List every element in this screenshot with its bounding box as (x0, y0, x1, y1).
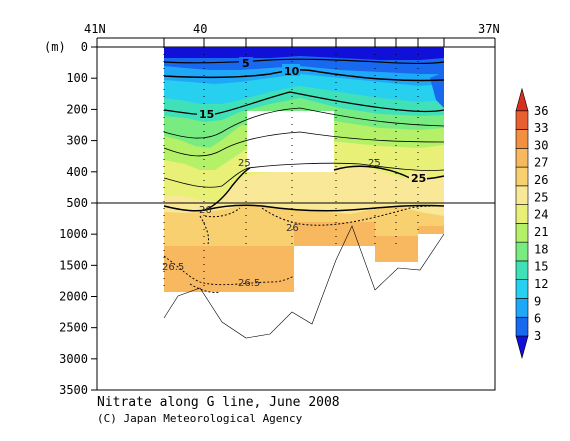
contour-labels: 5 10 15 25 25 25 26 26 26.5 26.5 (162, 57, 427, 289)
deep-block-3 (375, 236, 418, 262)
contour-22 (163, 131, 445, 157)
colorbar-min-arrow (515, 335, 529, 360)
colorbar-tick-label: 3 (534, 329, 541, 343)
y-tick-label: 1500 (59, 258, 88, 272)
colorbar-tick-label: 27 (534, 156, 548, 170)
colorbar-tick-label: 6 (534, 312, 541, 326)
deep-block-2 (294, 222, 375, 246)
mask-left-lower (292, 246, 304, 292)
colorbar-segment (515, 279, 529, 299)
y-tick-label: 400 (66, 165, 88, 179)
colorbar-segment (515, 129, 529, 149)
contour-5 (163, 58, 445, 65)
colorbar-segment (515, 110, 529, 130)
colorbar-segment (515, 260, 529, 280)
contour-label: 5 (242, 57, 250, 70)
deep-block-4 (418, 226, 444, 234)
colorbar-segment (515, 241, 529, 262)
y-tick-label: 200 (66, 102, 88, 116)
contour-label: 10 (284, 65, 300, 78)
x-tick-label: 40 (193, 22, 207, 36)
contour-25-lower (163, 204, 445, 212)
y-axis: (m) 0 100 200 300 400 500 1000 1500 2000 2500 3000… (44, 40, 97, 397)
y-tick-label: 300 (66, 134, 88, 148)
colorbar-tick-label: 12 (534, 277, 548, 291)
colorbar-segment (515, 185, 529, 205)
missing-data-box (247, 111, 334, 172)
y-tick-label: 3000 (59, 352, 88, 366)
colorbar-tick-label: 9 (534, 294, 541, 308)
station-markers (163, 47, 419, 290)
contour-label: 15 (199, 108, 214, 121)
y-axis-unit: (m) (44, 40, 66, 54)
contour-label: 25 (411, 172, 426, 185)
colorbar-tick-label: 36 (534, 104, 548, 118)
colorbar-max-arrow (515, 87, 529, 112)
contour-label: 26 (199, 205, 212, 216)
colorbar-segment (515, 204, 529, 224)
chart-title: Nitrate along G line, June 2008 (97, 395, 340, 410)
contour-label: 25 (238, 158, 251, 169)
y-tick-label: 2500 (59, 321, 88, 335)
y-tick-label: 500 (66, 196, 88, 210)
colorbar-tick-label: 33 (534, 121, 548, 135)
colorbar-tick-label: 18 (534, 242, 548, 256)
top-axis: 41N 40 37N (84, 22, 500, 47)
contour-label: 25 (368, 158, 381, 169)
colorbar-tick-label: 21 (534, 225, 548, 239)
colorbar-tick-label: 15 (534, 260, 548, 274)
colorbar-tick-label: 24 (534, 208, 548, 222)
bottom-topography-line (163, 225, 445, 339)
colorbar-tick-label: 25 (534, 190, 548, 204)
contour-label: 26.5 (238, 278, 260, 289)
colorbar-segment (515, 166, 529, 187)
colorbar-tick-label: 30 (534, 138, 548, 152)
colorbar-segment (515, 298, 529, 318)
contour-label: 26 (286, 223, 299, 234)
contour-26-5 (163, 255, 295, 286)
colorbar-tick-label: 26 (534, 173, 548, 187)
y-tick-label: 100 (66, 71, 88, 85)
y-tick-label: 0 (81, 40, 88, 54)
y-tick-label: 2000 (59, 290, 88, 304)
fill-level-3 (164, 47, 444, 60)
contour-24 (163, 162, 445, 188)
y-tick-label: 3500 (59, 383, 88, 397)
contour-26 (199, 205, 445, 245)
contour-20 (163, 107, 445, 139)
chart-credit: (C) Japan Meteorological Agency (97, 412, 303, 425)
contour-label: 26.5 (162, 262, 184, 273)
x-tick-label: 37N (478, 22, 500, 36)
y-tick-label: 1000 (59, 227, 88, 241)
colorbar-segment (515, 223, 529, 243)
contour-26-5-b (189, 283, 221, 293)
x-tick-label: 41N (84, 22, 106, 36)
colorbar-segment (515, 316, 529, 337)
colorbar-segment (515, 148, 529, 168)
